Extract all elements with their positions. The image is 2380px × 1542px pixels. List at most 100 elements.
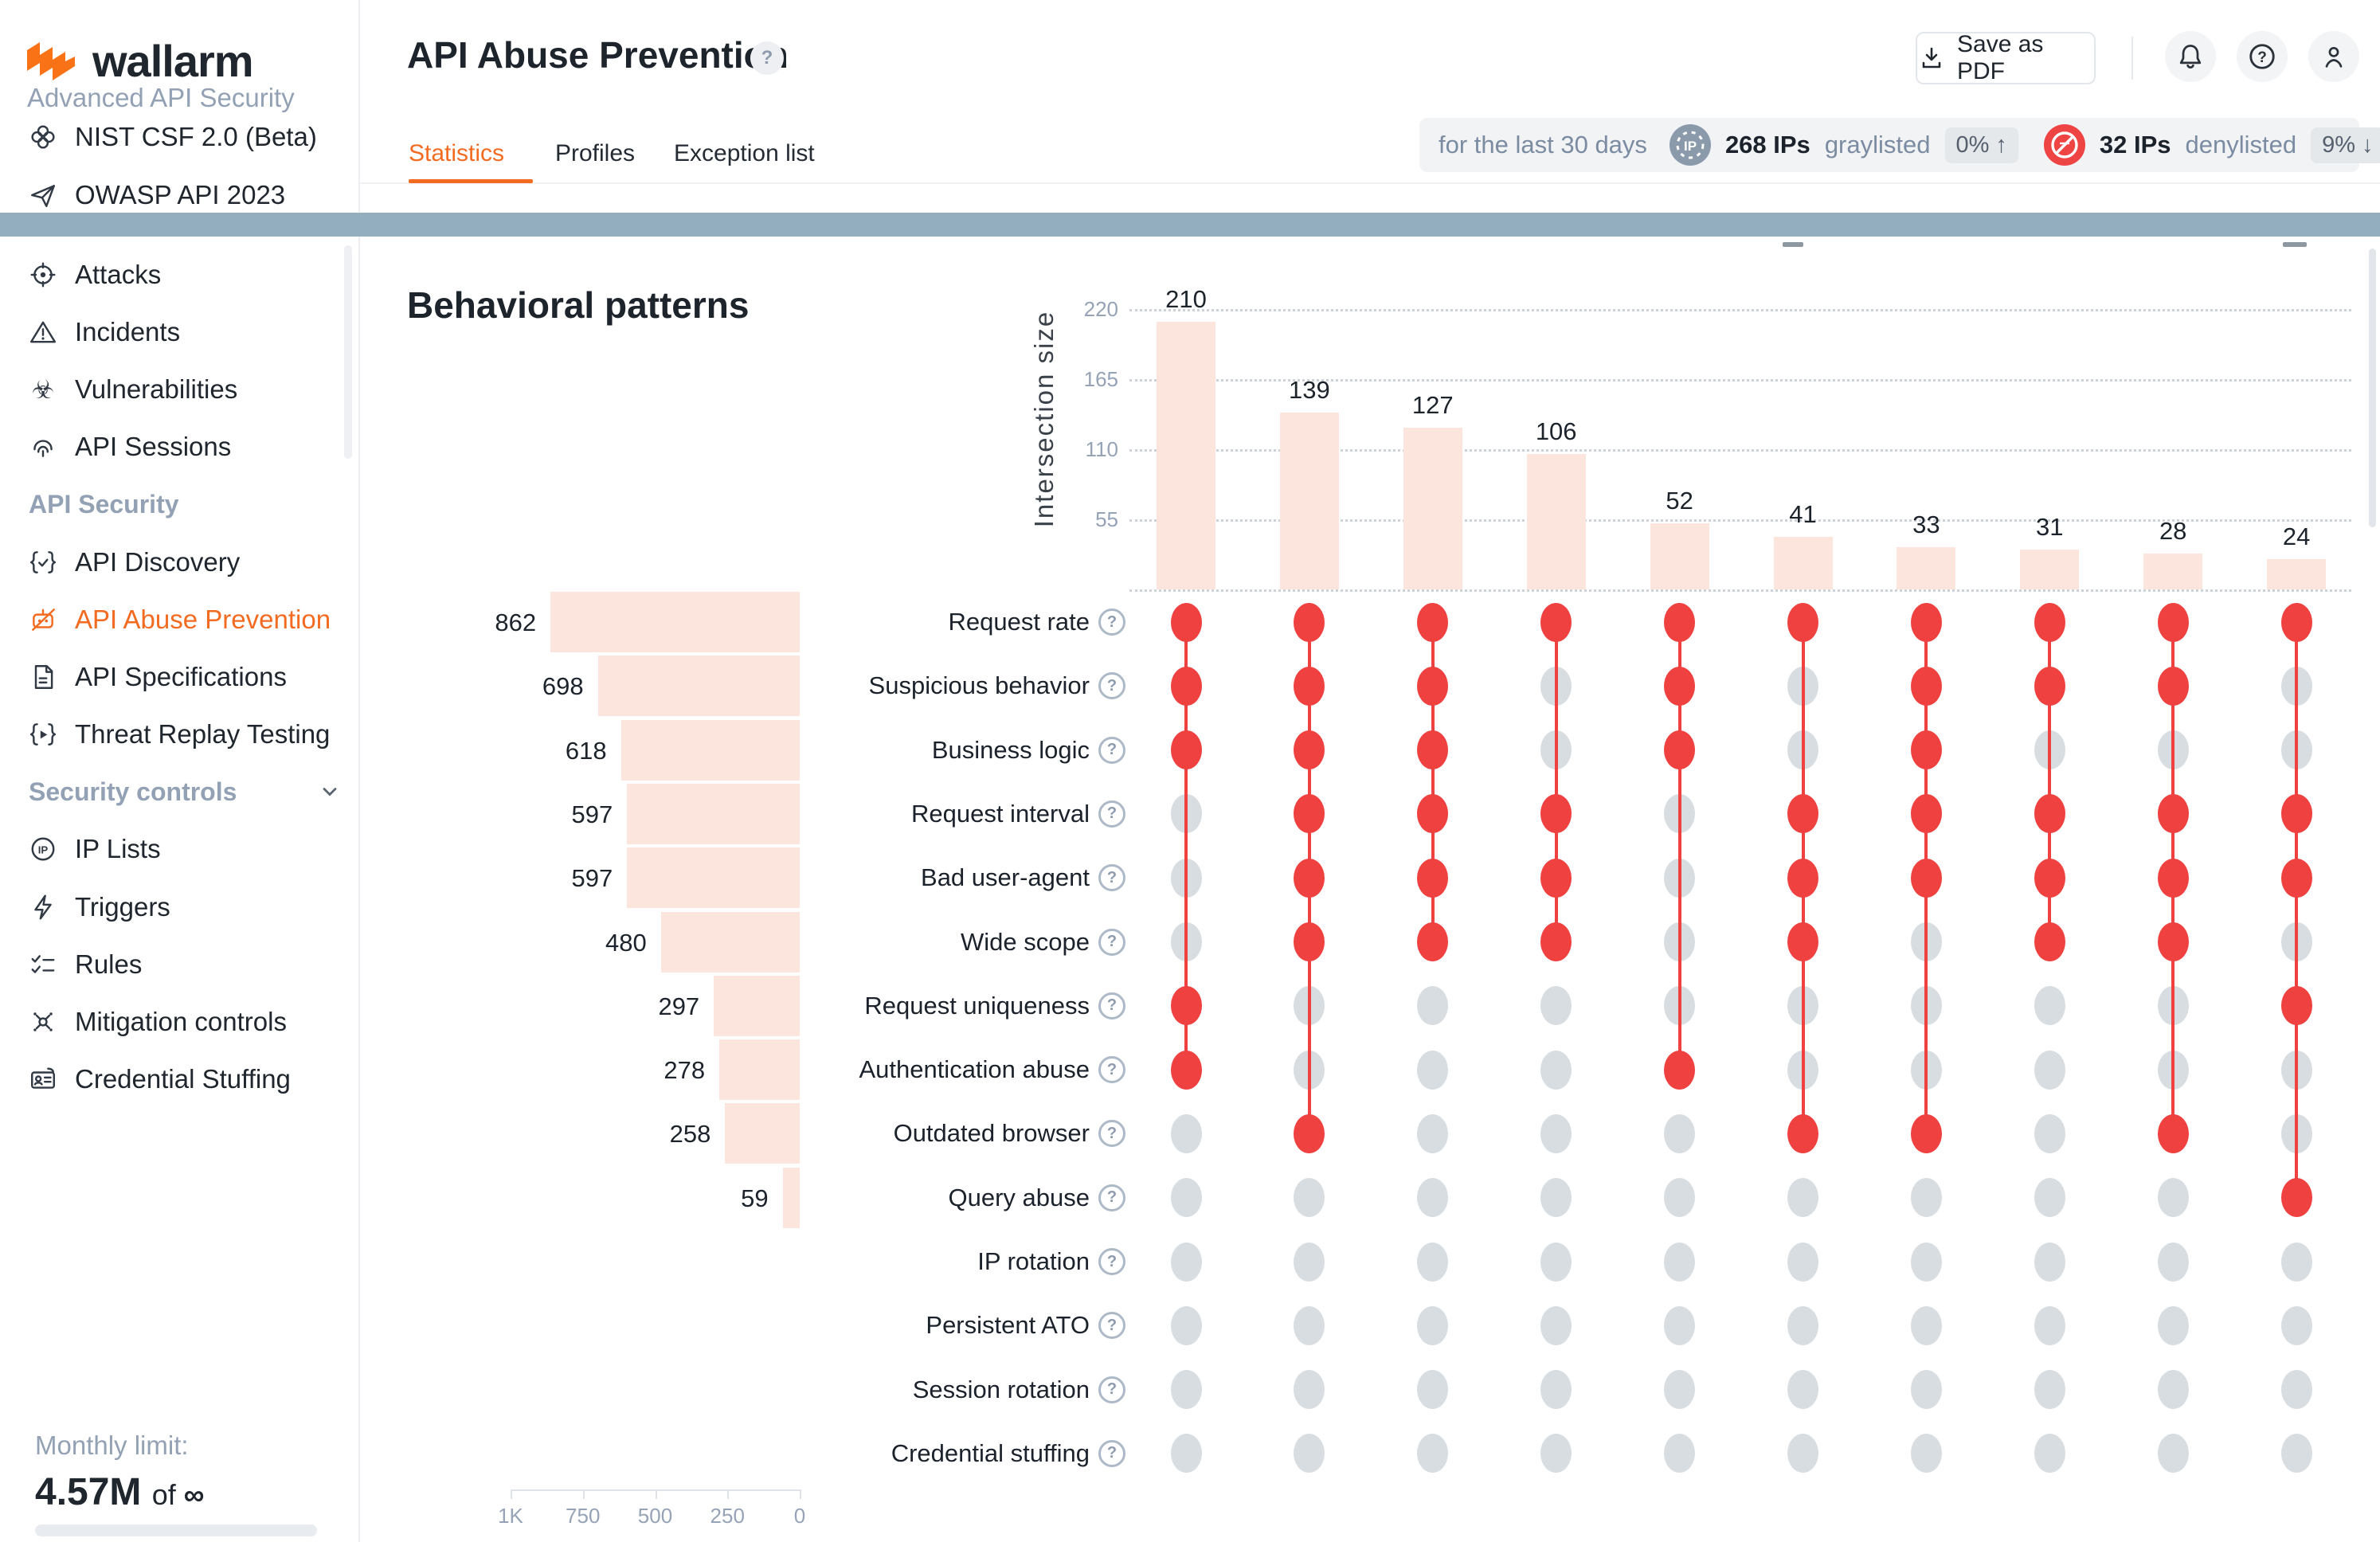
matrix-dot [1540, 1050, 1572, 1090]
row-help-icon[interactable]: ? [1098, 1184, 1125, 1211]
row-help-icon[interactable]: ? [1098, 1056, 1125, 1084]
denylisted-count: 32 IPs [2099, 131, 2171, 159]
sidebar-item-attacks[interactable]: Attacks [0, 246, 358, 303]
sidebar-item-ip-lists[interactable]: IP IP Lists [0, 820, 358, 878]
matrix-dot-active [1787, 602, 1818, 642]
sidebar-item-rules[interactable]: Rules [0, 936, 358, 993]
matrix-dot [1787, 1178, 1818, 1218]
matrix-dot-active [1417, 922, 1449, 961]
chart-gridline [1129, 519, 2351, 522]
save-as-pdf-button[interactable]: Save as PDF [1916, 31, 2096, 84]
matrix-dot-active [1910, 858, 1942, 898]
sidebar-item-vulnerabilities[interactable]: ☣ Vulnerabilities [0, 361, 358, 418]
help-button[interactable]: ? [2237, 31, 2288, 82]
matrix-dot [1294, 1178, 1325, 1218]
intersection-bar-value: 139 [1289, 375, 1330, 404]
sidebar-item-threat-replay-testing[interactable]: Threat Replay Testing [0, 706, 358, 763]
row-help-icon[interactable]: ? [1098, 1248, 1125, 1275]
matrix-dot [1664, 1242, 1696, 1282]
brand[interactable]: wallarm [25, 35, 254, 87]
matrix-dot-active [1910, 1113, 1942, 1153]
account-button[interactable] [2308, 31, 2359, 82]
row-help-icon[interactable]: ? [1098, 1376, 1125, 1403]
matrix-row-label: Wide scope [961, 927, 1090, 956]
set-size-value: 480 [605, 928, 647, 957]
matrix-dot [1417, 986, 1449, 1026]
vertical-scrollbar-thumb[interactable] [2369, 249, 2376, 527]
matrix-row-label: Business logic [931, 735, 1090, 764]
sidebar-scrollbar[interactable] [344, 245, 352, 459]
matrix-dot-active [1787, 794, 1818, 834]
brand-subtitle: Advanced API Security [27, 83, 295, 112]
matrix-dot-active [1294, 794, 1325, 834]
matrix-dot-active [1417, 858, 1449, 898]
row-help-icon[interactable]: ? [1098, 1120, 1125, 1148]
matrix-dot [1417, 1113, 1449, 1153]
matrix-dot-active [2157, 858, 2189, 898]
matrix-dot-active [2280, 986, 2312, 1026]
row-help-icon[interactable]: ? [1098, 800, 1125, 828]
matrix-dot [1910, 1242, 1942, 1282]
ip-circle-icon: IP [29, 835, 57, 863]
intersection-bar [1279, 412, 1339, 589]
row-help-icon[interactable]: ? [1098, 672, 1125, 700]
notifications-button[interactable] [2165, 31, 2216, 82]
horizontal-scrollbar-band[interactable] [0, 213, 2380, 237]
tab-exception-list[interactable]: Exception list [674, 140, 815, 166]
monthly-limit-value: 4.57M of ∞ [35, 1471, 205, 1513]
row-help-icon[interactable]: ? [1098, 928, 1125, 956]
row-help-icon[interactable]: ? [1098, 992, 1125, 1020]
matrix-dot-active [1417, 794, 1449, 834]
matrix-dot [1540, 1178, 1572, 1218]
matrix-dot-active [2034, 794, 2065, 834]
sidebar-item-incidents[interactable]: Incidents [0, 303, 358, 361]
matrix-dot [1540, 1113, 1572, 1153]
sidebar-item-api-sessions[interactable]: API Sessions [0, 418, 358, 476]
svg-text:?: ? [2257, 49, 2267, 66]
sidebar-section-security-controls[interactable]: Security controls [0, 763, 358, 820]
matrix-dot-active [1170, 666, 1202, 706]
row-help-icon[interactable]: ? [1098, 609, 1125, 636]
braces-check-icon [29, 548, 57, 577]
row-help-icon[interactable]: ? [1098, 736, 1125, 764]
set-size-bar [620, 719, 800, 781]
matrix-dot-active [1294, 922, 1325, 961]
sidebar-item-owasp-api-2023[interactable]: OWASP API 2023 [0, 166, 358, 224]
svg-text:IP: IP [1684, 139, 1697, 154]
matrix-dot-active [1664, 730, 1696, 770]
matrix-dot [2280, 1370, 2312, 1410]
intersection-bar [2267, 558, 2327, 589]
sidebar-item-triggers[interactable]: Triggers [0, 879, 358, 936]
braces-play-icon [29, 720, 57, 749]
sidebar-item-api-specifications[interactable]: API Specifications [0, 648, 358, 706]
lightning-icon [29, 893, 57, 922]
sidebar-item-api-discovery[interactable]: API Discovery [0, 534, 358, 591]
set-size-bar [714, 975, 800, 1036]
matrix-dot-active [1540, 794, 1572, 834]
chart-baseline [1129, 589, 2351, 592]
matrix-dot [1787, 1242, 1818, 1282]
matrix-dot-active [1294, 858, 1325, 898]
matrix-dot-active [1294, 730, 1325, 770]
sidebar-item-mitigation-controls[interactable]: Mitigation controls [0, 993, 358, 1051]
matrix-dot-active [1417, 602, 1449, 642]
row-help-icon[interactable]: ? [1098, 1439, 1125, 1467]
brand-name: wallarm [92, 36, 254, 86]
matrix-dot-active [1787, 858, 1818, 898]
row-help-icon[interactable]: ? [1098, 1312, 1125, 1340]
title-help-icon[interactable]: ? [750, 41, 784, 75]
row-help-icon[interactable]: ? [1098, 864, 1125, 892]
matrix-dot-active [1910, 602, 1942, 642]
user-icon [2325, 46, 2343, 68]
set-size-axis-label: 250 [710, 1504, 745, 1528]
matrix-dot [1170, 1305, 1202, 1345]
sidebar-item-api-abuse-prevention[interactable]: API Abuse Prevention [0, 591, 358, 648]
sidebar-item-nist-csf-2-0-beta-[interactable]: NIST CSF 2.0 (Beta) [0, 108, 358, 166]
matrix-row-label: Request interval [910, 799, 1090, 828]
sidebar-item-credential-stuffing[interactable]: Credential Stuffing [0, 1051, 358, 1108]
matrix-dot [1417, 1178, 1449, 1218]
matrix-dot [2034, 1178, 2065, 1218]
set-size-axis-label: 1K [498, 1504, 523, 1528]
tab-statistics[interactable]: Statistics [409, 140, 505, 166]
tab-profiles[interactable]: Profiles [555, 140, 636, 166]
